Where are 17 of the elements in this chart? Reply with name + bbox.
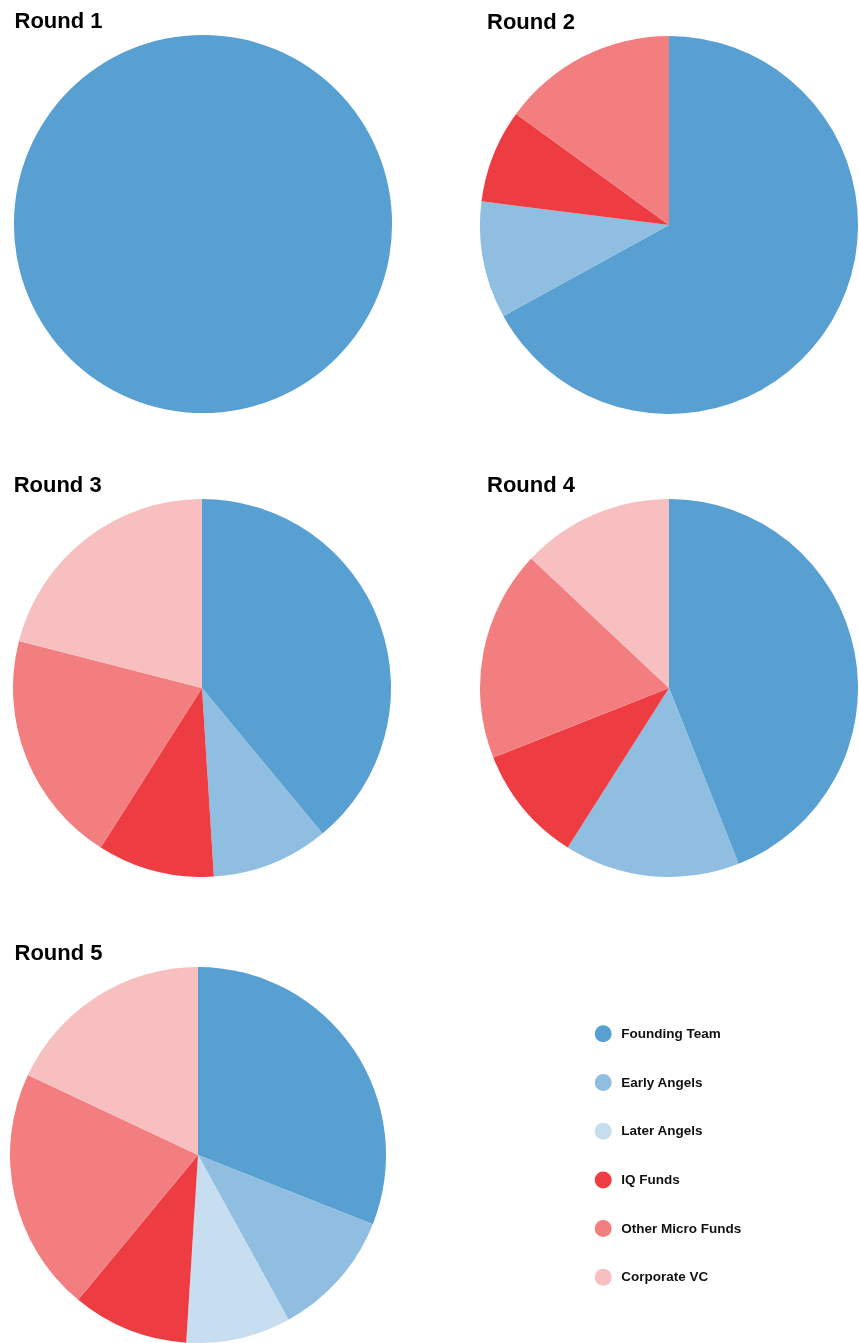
legend-label: Later Angels: [620, 1122, 702, 1138]
chart-title: Round 4: [487, 472, 576, 498]
chart-title: Round 5: [14, 939, 102, 965]
legend-label: Early Angels: [620, 1074, 702, 1089]
pie-slice: [197, 1154, 373, 1320]
pie-slice: [27, 966, 198, 1155]
legend-label: Founding Team: [620, 1025, 721, 1041]
legend-label: IQ Funds: [620, 1171, 680, 1187]
pie-slice: [77, 1154, 198, 1343]
pie-slice: [197, 966, 386, 1224]
legend-label: Other Micro Funds: [620, 1220, 741, 1236]
chart-title: Round 3: [14, 472, 102, 498]
chart-title: Round 1: [14, 7, 102, 33]
pie-slice: [9, 1074, 198, 1300]
pie-slice: [185, 1154, 289, 1343]
chart-title: Round 2: [487, 9, 575, 34]
legend-label: Corporate VC: [620, 1268, 708, 1284]
